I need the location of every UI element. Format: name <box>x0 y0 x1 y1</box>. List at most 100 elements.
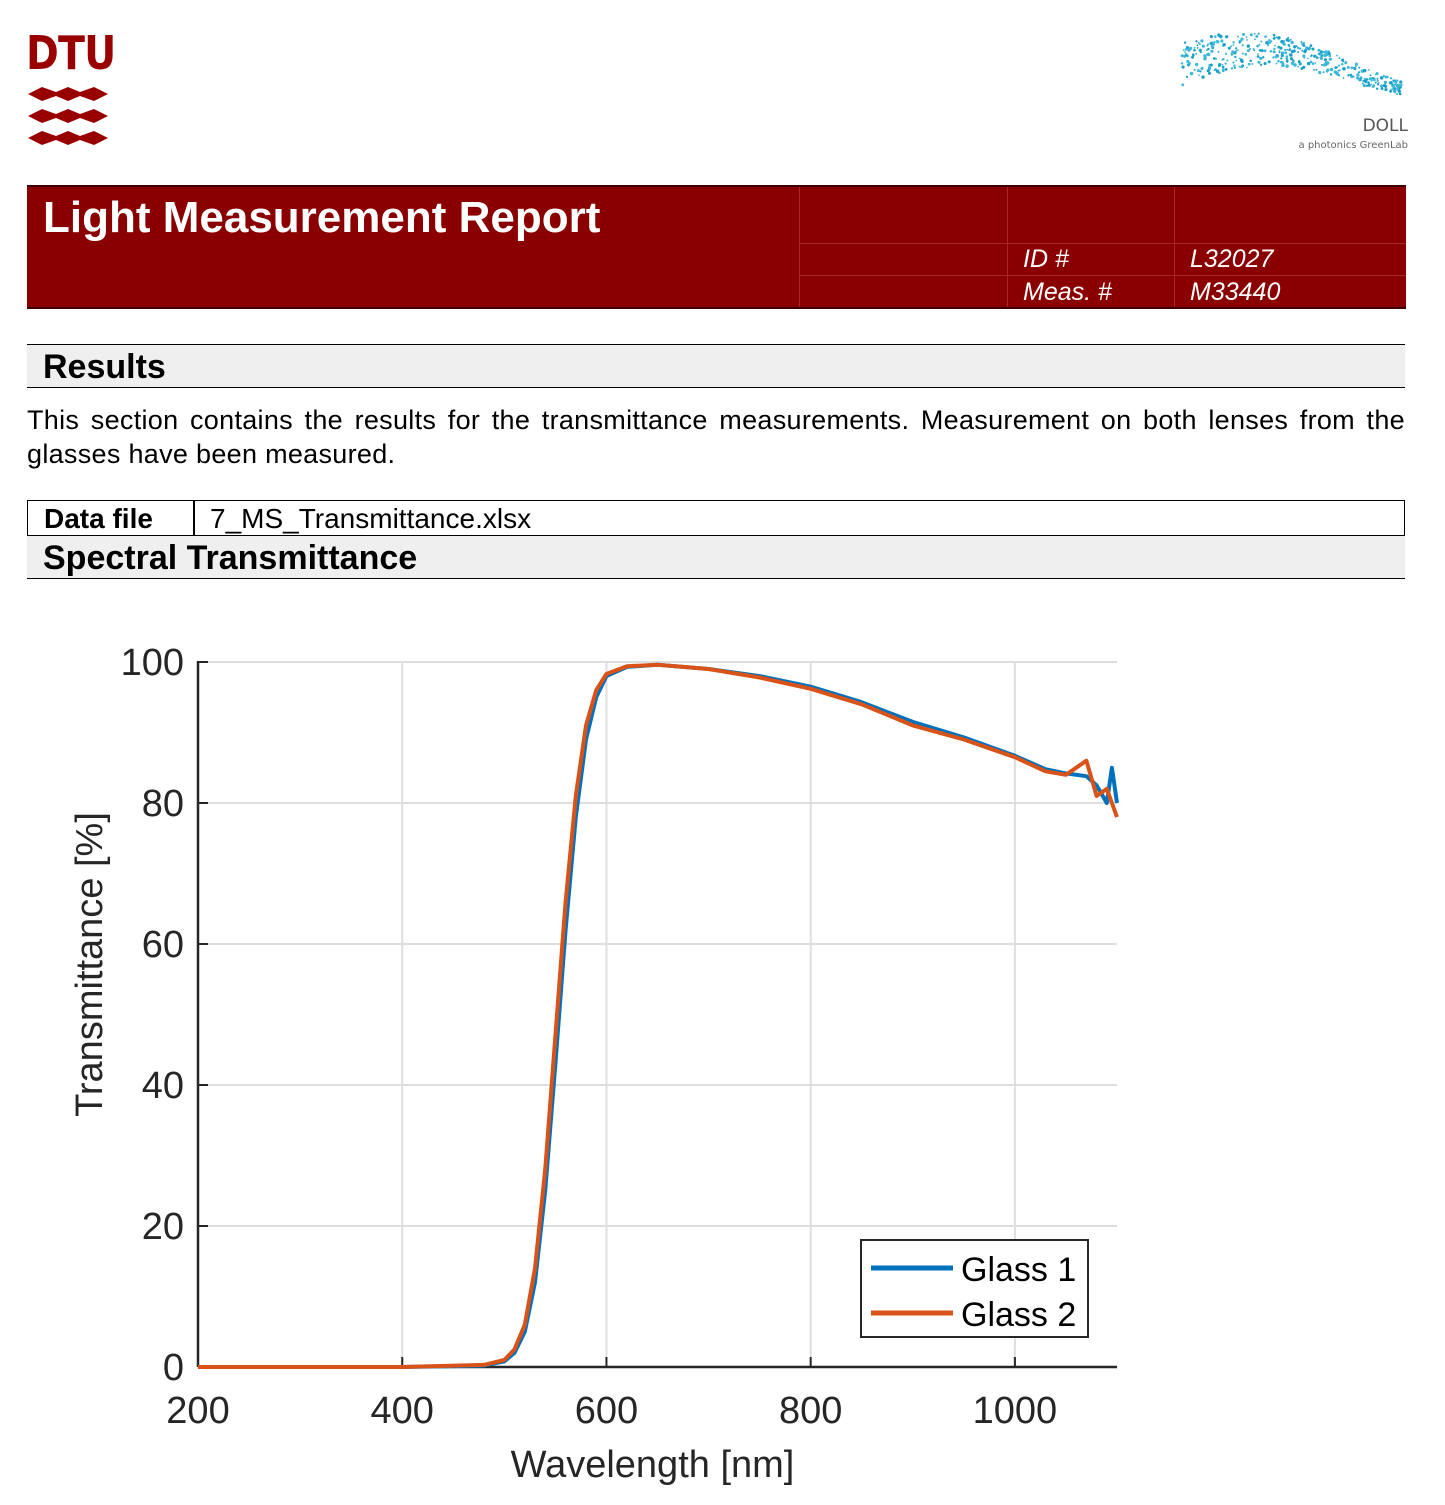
doll-dot <box>1384 75 1388 79</box>
doll-dot <box>1209 35 1213 39</box>
doll-dot <box>1273 47 1276 51</box>
doll-dot <box>1374 73 1377 76</box>
doll-dot <box>1257 32 1260 35</box>
doll-dot <box>1241 52 1244 55</box>
doll-dot <box>1314 62 1317 64</box>
doll-dot <box>1183 54 1187 58</box>
doll-dot <box>1257 60 1261 64</box>
doll-dot <box>1212 42 1216 46</box>
doll-dot <box>1280 51 1285 55</box>
doll-dot <box>1337 69 1340 72</box>
doll-dot <box>1246 49 1250 53</box>
doll-dot <box>1395 83 1397 86</box>
doll-dot <box>1379 84 1384 88</box>
doll-dot <box>1310 55 1312 57</box>
doll-dot <box>1365 78 1369 81</box>
doll-dot <box>1196 69 1200 73</box>
doll-logo-name: DOLL <box>1362 116 1408 136</box>
doll-dot <box>1255 34 1259 38</box>
doll-dot <box>1319 56 1324 60</box>
doll-dot <box>1306 61 1311 66</box>
doll-dot <box>1262 56 1265 59</box>
doll-dot <box>1397 83 1401 88</box>
doll-dot <box>1269 50 1272 53</box>
doll-dot <box>1322 71 1325 74</box>
doll-dot <box>1302 44 1306 47</box>
doll-dot <box>1302 54 1306 58</box>
doll-dot <box>1232 41 1235 44</box>
meas-value: M33440 <box>1190 278 1281 306</box>
doll-dot <box>1220 39 1224 43</box>
doll-dot <box>1325 49 1327 52</box>
doll-dot <box>1289 53 1293 57</box>
doll-dot <box>1338 69 1341 72</box>
doll-dot <box>1352 66 1354 69</box>
doll-dot <box>1256 55 1260 58</box>
doll-dot <box>1288 48 1292 51</box>
doll-dot <box>1317 50 1320 52</box>
doll-dot <box>1272 56 1275 59</box>
doll-dot <box>1185 45 1189 50</box>
doll-dot <box>1210 44 1214 48</box>
doll-dot <box>1323 63 1327 67</box>
results-section-bar: Results <box>27 344 1405 388</box>
doll-logo: DOLL a photonics GreenLab <box>1176 24 1410 156</box>
doll-dot <box>1326 68 1330 72</box>
doll-dot <box>1278 51 1281 54</box>
results-heading: Results <box>43 348 166 386</box>
doll-dot <box>1233 66 1236 69</box>
doll-dot <box>1181 65 1185 69</box>
doll-dot <box>1249 59 1252 63</box>
doll-dot <box>1198 74 1200 76</box>
doll-dot <box>1253 32 1256 35</box>
doll-dot <box>1358 71 1361 74</box>
doll-dot <box>1207 71 1212 75</box>
doll-dot <box>1189 71 1194 76</box>
doll-dot <box>1391 88 1394 91</box>
doll-dot <box>1193 68 1196 71</box>
doll-dot <box>1217 50 1220 53</box>
doll-dot <box>1309 44 1313 47</box>
doll-dot <box>1215 57 1218 60</box>
doll-dot <box>1246 44 1251 48</box>
doll-dot <box>1217 33 1221 37</box>
data-file-value: 7_MS_Transmittance.xlsx <box>210 503 532 534</box>
doll-dot <box>1247 62 1251 66</box>
doll-dot <box>1210 49 1214 53</box>
doll-dot <box>1293 45 1297 49</box>
doll-dot <box>1206 69 1210 73</box>
doll-dot <box>1201 75 1205 79</box>
doll-dot <box>1244 53 1248 56</box>
doll-dot <box>1226 59 1229 62</box>
doll-dot <box>1356 77 1358 80</box>
doll-dot <box>1301 49 1304 52</box>
doll-dot <box>1251 63 1254 65</box>
doll-dot <box>1267 60 1271 64</box>
y-tick-label: 80 <box>142 783 184 825</box>
doll-dot <box>1203 57 1207 61</box>
doll-dot <box>1260 40 1263 43</box>
doll-dot <box>1224 68 1228 71</box>
doll-dot <box>1393 87 1397 90</box>
doll-dot <box>1394 91 1397 93</box>
doll-dot <box>1277 36 1281 40</box>
doll-dot <box>1354 65 1357 68</box>
doll-dot <box>1235 59 1238 62</box>
doll-dot <box>1184 48 1188 51</box>
doll-dot <box>1195 52 1198 55</box>
doll-dot <box>1213 69 1216 72</box>
doll-dot <box>1396 88 1399 91</box>
doll-dot <box>1266 43 1270 47</box>
legend-label: Glass 1 <box>961 1251 1076 1289</box>
doll-dot <box>1327 52 1331 56</box>
dtu-logo-text: DTU <box>26 26 116 80</box>
doll-dot <box>1398 92 1402 96</box>
doll-dot <box>1240 59 1244 64</box>
doll-dot <box>1376 79 1379 82</box>
doll-dot <box>1315 68 1318 71</box>
doll-dot <box>1237 35 1239 38</box>
doll-dot <box>1194 62 1199 67</box>
doll-dot <box>1188 46 1193 51</box>
doll-dot <box>1230 67 1234 70</box>
doll-dot <box>1326 61 1330 65</box>
